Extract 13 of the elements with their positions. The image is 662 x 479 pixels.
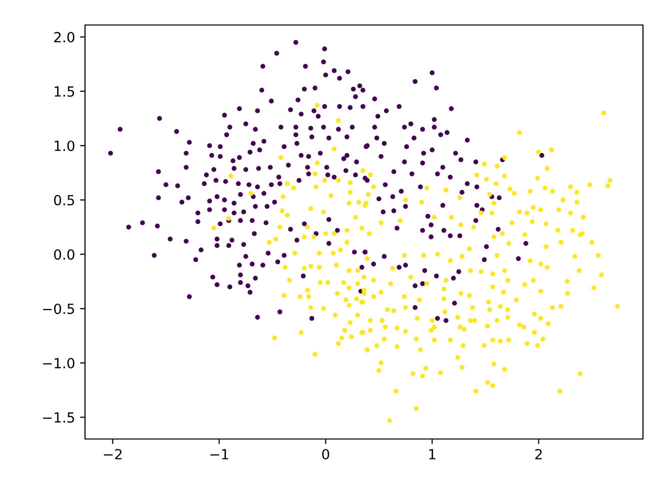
y-tick-label: −1.0 [43,358,74,368]
y-tick-label: −1.5 [43,412,74,423]
y-tick-label: 1.0 [54,140,74,152]
y-tick-label: 1.5 [54,86,74,97]
y-tick-label: 2.0 [54,32,74,42]
x-tick-label: −1 [210,449,228,460]
y-tick-label: −0.5 [43,304,74,314]
y-tick-label: 0.5 [54,194,74,206]
y-tick-label: 0.0 [54,249,74,260]
x-tick-label: 2 [535,448,542,460]
x-tick-label: −2 [104,448,122,460]
x-tick-label: 1 [429,449,436,460]
x-tick-label: 0 [322,448,330,460]
